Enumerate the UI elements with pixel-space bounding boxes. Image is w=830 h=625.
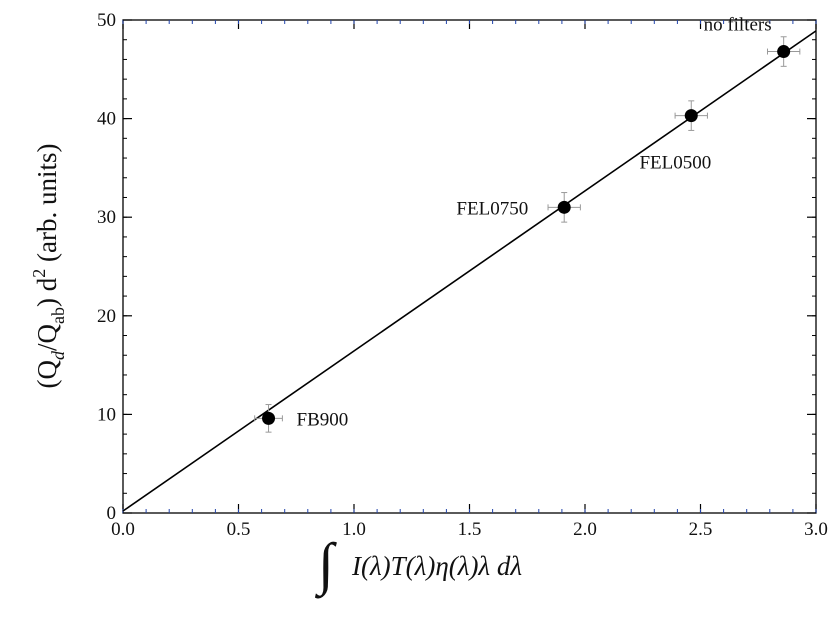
data-point: [557, 200, 571, 214]
y-axis-title-part-d: ) d: [32, 277, 62, 307]
x-axis-integral-sign: ∫: [314, 531, 337, 599]
point-label: FB900: [297, 409, 349, 430]
data-point: [684, 109, 698, 123]
fit-line: [122, 30, 817, 512]
y-tick-label: 10: [97, 404, 116, 425]
y-tick-label: 0: [107, 503, 117, 524]
x-tick-label: 0.5: [227, 519, 251, 540]
y-axis-title-part-q: (Q: [32, 359, 62, 388]
y-axis-title-units: (arb. units): [32, 144, 62, 269]
y-axis-title-sub-ab: ab: [48, 307, 68, 324]
error-bars: [254, 36, 801, 433]
y-tick-label: 30: [97, 207, 116, 228]
point-label: FEL0500: [639, 153, 711, 174]
x-tick-label: 0.0: [111, 519, 135, 540]
y-axis-title-sup-2: 2: [29, 269, 49, 278]
tick-labels: 0.0 0.5 1.0 1.5 2.0 2.5 3.0 0 10 20 30 40 50: [97, 10, 828, 540]
point-label: no filters: [704, 15, 772, 36]
x-tick-label: 2.0: [573, 519, 597, 540]
y-tick-label: 50: [97, 10, 116, 31]
data-point: [777, 45, 791, 59]
x-tick-label: 2.5: [689, 519, 713, 540]
data-point: [262, 411, 276, 425]
point-labels: FB900 FEL0750 FEL0500 no filters: [297, 15, 772, 431]
axis-ticks: [122, 19, 817, 514]
y-tick-label: 20: [97, 306, 116, 327]
x-tick-label: 1.5: [458, 519, 482, 540]
fit-line-group: [122, 30, 817, 512]
y-axis-title-sub-d: d: [48, 350, 68, 360]
y-axis-title-part-qab: /Q: [32, 323, 62, 351]
data-points: [262, 45, 791, 425]
y-tick-label: 40: [97, 109, 116, 130]
svg-text:(Qd/Qab) d2 (arb. units): (Qd/Qab) d2 (arb. units): [29, 144, 68, 389]
x-tick-label: 1.0: [342, 519, 366, 540]
x-axis-title: ∫ I(λ)T(λ)η(λ)λ dλ: [314, 531, 522, 599]
y-axis-title: (Qd/Qab) d2 (arb. units): [29, 144, 68, 389]
x-tick-label: 3.0: [804, 519, 828, 540]
x-axis-title-text: I(λ)T(λ)η(λ)λ dλ: [351, 551, 522, 581]
point-label: FEL0750: [456, 198, 528, 219]
